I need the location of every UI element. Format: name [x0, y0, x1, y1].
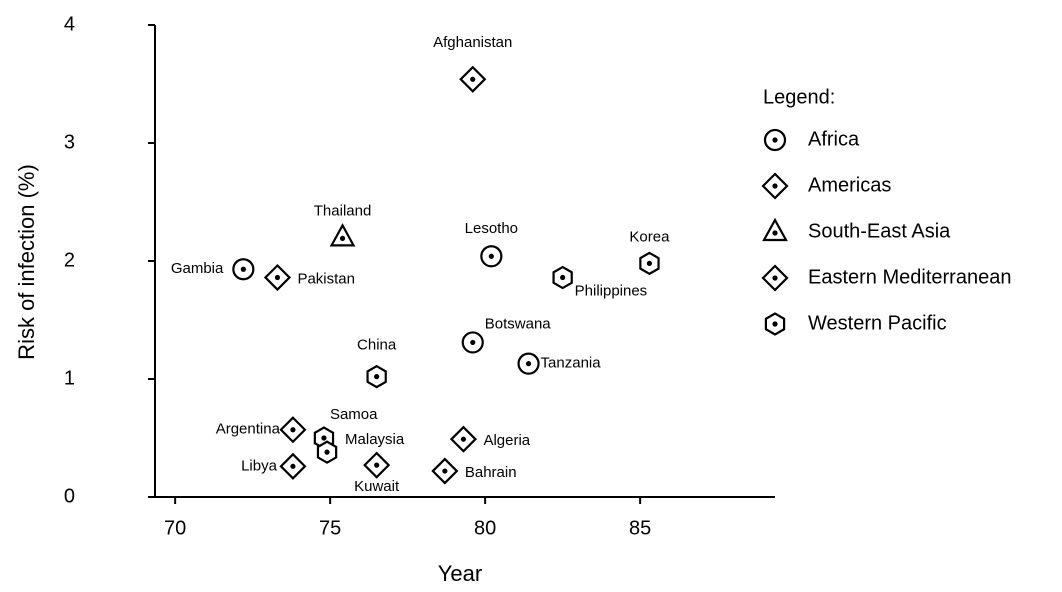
x-tick-label: 80 — [474, 517, 496, 539]
y-tick-label: 1 — [64, 367, 75, 389]
legend-label: Eastern Mediterranean — [808, 266, 1011, 288]
point-label: Afghanistan — [433, 34, 512, 51]
marker-dot — [470, 76, 476, 82]
x-tick-label: 75 — [319, 517, 341, 539]
point — [461, 331, 484, 354]
y-tick-label: 4 — [64, 13, 75, 35]
marker-dot — [274, 274, 281, 281]
point-label: Kuwait — [354, 478, 400, 495]
point — [316, 440, 338, 464]
marker-dot — [290, 427, 296, 433]
x-axis-title: Year — [438, 561, 482, 586]
point — [363, 451, 391, 479]
marker — [762, 217, 788, 242]
point-label: Algeria — [483, 432, 530, 449]
marker-dot — [772, 183, 778, 189]
x-tick-label: 70 — [164, 517, 186, 539]
point — [279, 416, 307, 444]
legend-title: Legend: — [763, 86, 835, 108]
marker-dot — [646, 260, 653, 266]
point — [431, 457, 459, 485]
point-label: Tanzania — [541, 355, 602, 372]
legend-label: Western Pacific — [808, 312, 947, 334]
point — [449, 425, 478, 453]
point-label: Korea — [629, 228, 670, 245]
x-tick-label: 85 — [629, 517, 651, 539]
point — [366, 364, 387, 389]
y-tick-label: 0 — [64, 485, 75, 507]
marker-dot — [290, 463, 296, 469]
point-label: Thailand — [314, 202, 372, 219]
marker-dot — [240, 266, 246, 272]
point — [279, 452, 307, 480]
y-tick-label: 3 — [64, 131, 75, 153]
marker-dot — [560, 274, 566, 281]
point-label: Lesotho — [465, 220, 518, 237]
point-label: Malaysia — [345, 431, 405, 448]
marker — [329, 223, 356, 247]
marker-dot — [374, 462, 380, 468]
marker-dot — [324, 449, 330, 455]
marker-dot — [772, 275, 778, 281]
point-label: Philippines — [575, 282, 648, 299]
point — [517, 352, 540, 375]
point-label: Bahrain — [465, 464, 517, 481]
y-tick-label: 2 — [64, 249, 75, 271]
y-axis-title: Risk of infection (%) — [14, 164, 39, 360]
marker-dot — [525, 361, 532, 367]
marker-dot — [470, 339, 476, 346]
point — [552, 265, 573, 290]
point-label: Gambia — [171, 260, 224, 277]
point — [639, 251, 660, 276]
marker-dot — [460, 436, 467, 442]
marker-dot — [321, 435, 327, 441]
point-label: China — [357, 337, 397, 354]
point-label: Pakistan — [297, 270, 355, 287]
legend-label: Africa — [808, 128, 860, 150]
marker-dot — [772, 137, 778, 143]
point — [232, 258, 255, 281]
point-label: Botswana — [485, 315, 552, 332]
marker-dot — [339, 235, 346, 241]
point-label: Samoa — [330, 406, 378, 423]
point — [329, 223, 356, 247]
marker-dot — [772, 230, 778, 236]
point — [480, 245, 503, 268]
marker-dot — [442, 468, 448, 474]
point — [459, 65, 487, 93]
marker-dot — [772, 321, 778, 327]
legend-label: Americas — [808, 174, 891, 196]
marker-dot — [488, 253, 494, 259]
point — [263, 263, 292, 292]
marker-dot — [374, 374, 380, 380]
point-label: Argentina — [216, 421, 281, 438]
point-label: Libya — [241, 457, 278, 474]
legend-label: South-East Asia — [808, 220, 951, 242]
